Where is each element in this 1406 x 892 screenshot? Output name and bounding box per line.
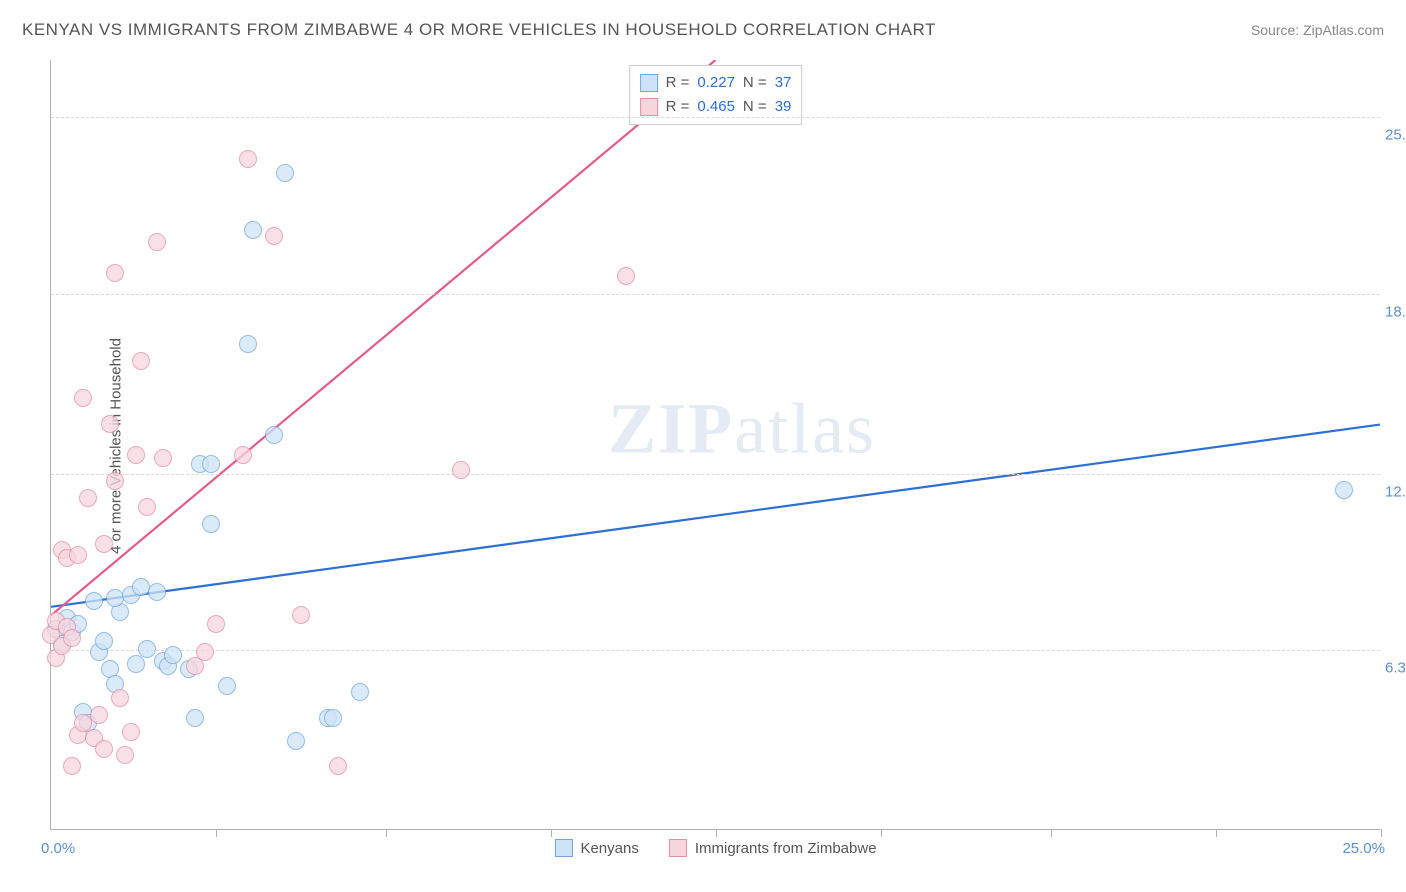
scatter-plot-area: ZIPatlas R = 0.227 N = 37 R = 0.465 N = … xyxy=(50,60,1380,830)
scatter-point xyxy=(95,535,113,553)
x-tick xyxy=(551,829,552,837)
legend-item-zimbabwe: Immigrants from Zimbabwe xyxy=(669,839,877,857)
scatter-point xyxy=(1335,481,1353,499)
scatter-point xyxy=(63,629,81,647)
n-value-zimbabwe: 39 xyxy=(775,95,792,119)
legend-label-zimbabwe: Immigrants from Zimbabwe xyxy=(695,840,877,857)
scatter-point xyxy=(106,589,124,607)
r-value-zimbabwe: 0.465 xyxy=(697,95,735,119)
trend-lines-layer xyxy=(51,60,1380,829)
watermark: ZIPatlas xyxy=(608,388,876,471)
x-tick xyxy=(216,829,217,837)
scatter-point xyxy=(63,757,81,775)
scatter-point xyxy=(239,335,257,353)
scatter-point xyxy=(101,415,119,433)
n-label: N = xyxy=(743,95,767,119)
legend-row-kenyans: R = 0.227 N = 37 xyxy=(640,71,792,95)
r-label: R = xyxy=(666,71,690,95)
scatter-point xyxy=(164,646,182,664)
series-legend: Kenyans Immigrants from Zimbabwe xyxy=(554,839,876,857)
gridline xyxy=(51,117,1380,118)
correlation-legend: R = 0.227 N = 37 R = 0.465 N = 39 xyxy=(629,65,803,125)
x-tick xyxy=(1381,829,1382,837)
x-axis-max-label: 25.0% xyxy=(1342,840,1385,857)
scatter-point xyxy=(287,732,305,750)
x-tick xyxy=(881,829,882,837)
y-tick-label: 12.5% xyxy=(1385,483,1406,500)
scatter-point xyxy=(122,723,140,741)
scatter-point xyxy=(111,689,129,707)
scatter-point xyxy=(85,592,103,610)
legend-item-kenyans: Kenyans xyxy=(554,839,638,857)
scatter-point xyxy=(329,757,347,775)
scatter-point xyxy=(234,446,252,464)
x-tick xyxy=(716,829,717,837)
scatter-point xyxy=(79,489,97,507)
y-tick-label: 6.3% xyxy=(1385,660,1406,677)
scatter-point xyxy=(202,515,220,533)
scatter-point xyxy=(95,632,113,650)
scatter-point xyxy=(202,455,220,473)
scatter-point xyxy=(106,264,124,282)
swatch-zimbabwe xyxy=(640,98,658,116)
scatter-point xyxy=(148,233,166,251)
scatter-point xyxy=(265,426,283,444)
legend-row-zimbabwe: R = 0.465 N = 39 xyxy=(640,95,792,119)
x-axis-min-label: 0.0% xyxy=(41,840,75,857)
scatter-point xyxy=(69,546,87,564)
n-value-kenyans: 37 xyxy=(775,71,792,95)
scatter-point xyxy=(148,583,166,601)
scatter-point xyxy=(116,746,134,764)
y-tick-label: 18.8% xyxy=(1385,303,1406,320)
source-attribution: Source: ZipAtlas.com xyxy=(1251,22,1384,38)
gridline xyxy=(51,474,1380,475)
watermark-zip: ZIP xyxy=(608,389,734,469)
scatter-point xyxy=(154,449,172,467)
scatter-point xyxy=(186,709,204,727)
scatter-point xyxy=(138,640,156,658)
n-label: N = xyxy=(743,71,767,95)
swatch-kenyans xyxy=(554,839,572,857)
scatter-point xyxy=(106,472,124,490)
scatter-point xyxy=(138,498,156,516)
swatch-kenyans xyxy=(640,74,658,92)
gridline xyxy=(51,294,1380,295)
scatter-point xyxy=(292,606,310,624)
scatter-point xyxy=(617,267,635,285)
x-tick xyxy=(386,829,387,837)
scatter-point xyxy=(452,461,470,479)
scatter-point xyxy=(127,446,145,464)
scatter-point xyxy=(90,706,108,724)
scatter-point xyxy=(132,352,150,370)
scatter-point xyxy=(324,709,342,727)
scatter-point xyxy=(207,615,225,633)
chart-title: KENYAN VS IMMIGRANTS FROM ZIMBABWE 4 OR … xyxy=(22,20,936,40)
scatter-point xyxy=(244,221,262,239)
scatter-point xyxy=(276,164,294,182)
scatter-point xyxy=(351,683,369,701)
scatter-point xyxy=(196,643,214,661)
x-tick xyxy=(1051,829,1052,837)
r-label: R = xyxy=(666,95,690,119)
scatter-point xyxy=(74,389,92,407)
y-tick-label: 25.0% xyxy=(1385,127,1406,144)
scatter-point xyxy=(95,740,113,758)
swatch-zimbabwe xyxy=(669,839,687,857)
scatter-point xyxy=(265,227,283,245)
r-value-kenyans: 0.227 xyxy=(697,71,735,95)
trend-line xyxy=(51,60,716,615)
legend-label-kenyans: Kenyans xyxy=(580,840,638,857)
watermark-atlas: atlas xyxy=(734,389,876,469)
scatter-point xyxy=(239,150,257,168)
x-tick xyxy=(1216,829,1217,837)
gridline xyxy=(51,650,1380,651)
scatter-point xyxy=(218,677,236,695)
